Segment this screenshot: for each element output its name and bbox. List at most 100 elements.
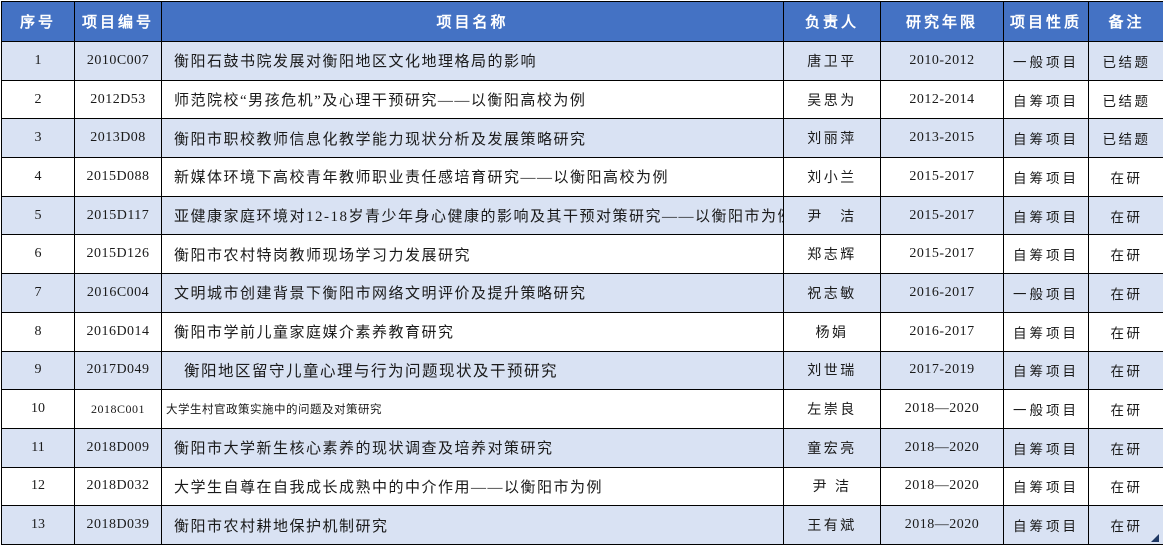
cell-code[interactable]: 2016D014 (74, 311, 162, 352)
cell-index[interactable]: 13 (1, 505, 75, 545)
cell-remark[interactable]: 在研 (1088, 350, 1163, 391)
cell-nature[interactable]: 自筹项目 (1003, 427, 1089, 468)
cell-code[interactable]: 2012D53 (74, 79, 162, 120)
cell-index[interactable]: 7 (1, 273, 75, 313)
cell-nature[interactable]: 一般项目 (1003, 41, 1089, 81)
cell-name[interactable]: 衡阳市职校教师信息化教学能力现状分析及发展策略研究 (161, 118, 784, 159)
cell-remark[interactable]: 已结题 (1088, 118, 1163, 159)
column-header-code[interactable]: 项目编号 (74, 1, 162, 42)
cell-code[interactable]: 2018D032 (74, 466, 162, 507)
cell-years[interactable]: 2018—2020 (880, 466, 1004, 507)
cell-nature[interactable]: 自筹项目 (1003, 234, 1089, 275)
cell-nature[interactable]: 自筹项目 (1003, 505, 1089, 545)
cell-years[interactable]: 2013-2015 (880, 118, 1004, 159)
cell-index[interactable]: 10 (1, 389, 75, 429)
cell-name[interactable]: 衡阳市农村特岗教师现场学习力发展研究 (161, 234, 784, 275)
cell-leader[interactable]: 尹 洁 (783, 195, 881, 236)
column-header-name[interactable]: 项目名称 (161, 1, 784, 42)
cell-index[interactable]: 4 (1, 157, 75, 197)
cell-leader[interactable]: 杨娟 (783, 311, 881, 352)
cell-leader[interactable]: 王有斌 (783, 505, 881, 545)
cell-index[interactable]: 2 (1, 79, 75, 120)
cell-leader[interactable]: 吴思为 (783, 79, 881, 120)
cell-leader[interactable]: 刘世瑞 (783, 350, 881, 391)
cell-name[interactable]: 文明城市创建背景下衡阳市网络文明评价及提升策略研究 (161, 273, 784, 313)
cell-code[interactable]: 2015D126 (74, 234, 162, 275)
cell-remark[interactable]: 在研 (1088, 195, 1163, 236)
cell-code[interactable]: 2015D117 (74, 195, 162, 236)
cell-remark[interactable]: 在研 (1088, 505, 1163, 545)
cell-leader[interactable]: 童宏亮 (783, 427, 881, 468)
cell-code[interactable]: 2018D009 (74, 427, 162, 468)
cell-remark[interactable]: 在研 (1088, 427, 1163, 468)
cell-nature[interactable]: 自筹项目 (1003, 79, 1089, 120)
cell-remark[interactable]: 在研 (1088, 157, 1163, 197)
cell-remark[interactable]: 已结题 (1088, 41, 1163, 81)
cell-leader[interactable]: 刘小兰 (783, 157, 881, 197)
cell-years[interactable]: 2015-2017 (880, 234, 1004, 275)
cell-remark[interactable]: 在研 (1088, 311, 1163, 352)
cell-code[interactable]: 2017D049 (74, 350, 162, 391)
cell-years[interactable]: 2016-2017 (880, 273, 1004, 313)
cell-years[interactable]: 2018—2020 (880, 389, 1004, 429)
cell-remark[interactable]: 在研 (1088, 273, 1163, 313)
cell-name[interactable]: 师范院校“男孩危机”及心理干预研究——以衡阳高校为例 (161, 79, 784, 120)
cell-remark[interactable]: 已结题 (1088, 79, 1163, 120)
cell-nature[interactable]: 自筹项目 (1003, 311, 1089, 352)
cell-code[interactable]: 2013D08 (74, 118, 162, 159)
cell-name[interactable]: 亚健康家庭环境对12-18岁青少年身心健康的影响及其干预对策研究——以衡阳市为例 (161, 195, 784, 236)
cell-name[interactable]: 大学生自尊在自我成长成熟中的中介作用——以衡阳市为例 (161, 466, 784, 507)
cell-leader[interactable]: 尹 洁 (783, 466, 881, 507)
cell-nature[interactable]: 自筹项目 (1003, 350, 1089, 391)
cell-remark[interactable]: 在研 (1088, 466, 1163, 507)
cell-years[interactable]: 2018—2020 (880, 505, 1004, 545)
cell-index[interactable]: 12 (1, 466, 75, 507)
column-header-remark[interactable]: 备注 (1088, 1, 1163, 42)
cell-nature[interactable]: 自筹项目 (1003, 195, 1089, 236)
cell-years[interactable]: 2010-2012 (880, 41, 1004, 81)
cell-name[interactable]: 衡阳地区留守儿童心理与行为问题现状及干预研究 (161, 350, 784, 391)
cell-nature[interactable]: 自筹项目 (1003, 466, 1089, 507)
cell-index[interactable]: 11 (1, 427, 75, 468)
cell-years[interactable]: 2017-2019 (880, 350, 1004, 391)
cell-code[interactable]: 2018D039 (74, 505, 162, 545)
cell-leader[interactable]: 唐卫平 (783, 41, 881, 81)
cell-index[interactable]: 5 (1, 195, 75, 236)
cell-years[interactable]: 2016-2017 (880, 311, 1004, 352)
cell-years[interactable]: 2015-2017 (880, 157, 1004, 197)
cell-code[interactable]: 2016C004 (74, 273, 162, 313)
cell-index[interactable]: 1 (1, 41, 75, 81)
cell-index[interactable]: 8 (1, 311, 75, 352)
cell-leader[interactable]: 左崇良 (783, 389, 881, 429)
cell-leader[interactable]: 祝志敏 (783, 273, 881, 313)
cell-name[interactable]: 衡阳市大学新生核心素养的现状调查及培养对策研究 (161, 427, 784, 468)
cell-leader[interactable]: 郑志辉 (783, 234, 881, 275)
cell-nature[interactable]: 一般项目 (1003, 389, 1089, 429)
column-header-leader[interactable]: 负责人 (783, 1, 881, 42)
cell-nature[interactable]: 自筹项目 (1003, 157, 1089, 197)
cell-years[interactable]: 2012-2014 (880, 79, 1004, 120)
column-header-nature[interactable]: 项目性质 (1003, 1, 1089, 42)
cell-years[interactable]: 2018—2020 (880, 427, 1004, 468)
column-header-index[interactable]: 序号 (1, 1, 75, 42)
cell-code[interactable]: 2018C001 (74, 389, 162, 429)
column-header-years[interactable]: 研究年限 (880, 1, 1004, 42)
cell-name[interactable]: 衡阳市学前儿童家庭媒介素养教育研究 (161, 311, 784, 352)
cell-leader[interactable]: 刘丽萍 (783, 118, 881, 159)
cell-remark[interactable]: 在研 (1088, 389, 1163, 429)
cell-years[interactable]: 2015-2017 (880, 195, 1004, 236)
cell-index[interactable]: 6 (1, 234, 75, 275)
cell-code[interactable]: 2010C007 (74, 41, 162, 81)
cell-nature[interactable]: 一般项目 (1003, 273, 1089, 313)
cell-name[interactable]: 新媒体环境下高校青年教师职业责任感培育研究——以衡阳高校为例 (161, 157, 784, 197)
cell-code[interactable]: 2015D088 (74, 157, 162, 197)
cell-index[interactable]: 3 (1, 118, 75, 159)
cell-name[interactable]: 衡阳石鼓书院发展对衡阳地区文化地理格局的影响 (161, 41, 784, 81)
cell-index[interactable]: 9 (1, 350, 75, 391)
cell-name[interactable]: 大学生村官政策实施中的问题及对策研究 (161, 389, 784, 429)
table-resize-handle-icon[interactable] (1151, 534, 1159, 542)
cell-remark[interactable]: 在研 (1088, 234, 1163, 275)
cell-nature[interactable]: 自筹项目 (1003, 118, 1089, 159)
cell-name[interactable]: 衡阳市农村耕地保护机制研究 (161, 505, 784, 545)
